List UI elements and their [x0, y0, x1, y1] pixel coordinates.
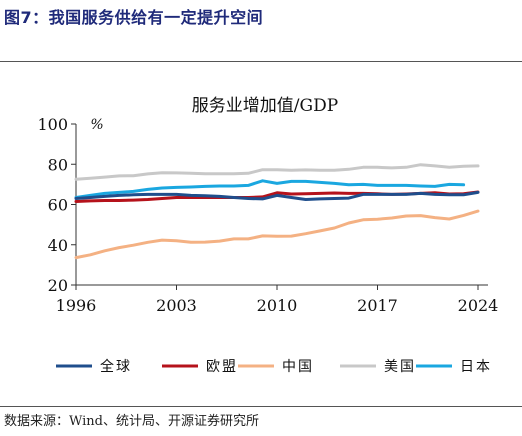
x-tick-label: 2024 [458, 296, 499, 315]
series-line-3 [74, 209, 480, 260]
legend-label: 日本 [460, 359, 492, 375]
x-tick-label: 1996 [56, 296, 97, 315]
y-tick-label: 40 [48, 236, 68, 255]
figure-title: 图7：我国服务供给有一定提升空间 [4, 8, 264, 27]
bottom-rule [0, 406, 522, 407]
legend-label: 全球 [100, 358, 132, 375]
unit-label: % [90, 117, 103, 133]
source-note: 数据来源：Wind、统计局、开源证券研究所 [4, 414, 259, 429]
legend-label: 欧盟 [206, 359, 238, 375]
series-line-4 [74, 163, 480, 181]
series-line-1 [74, 190, 480, 201]
x-tick-label: 2010 [257, 296, 298, 315]
x-tick-label: 2003 [156, 296, 197, 315]
y-tick-label: 100 [37, 115, 68, 134]
y-tick-label: 60 [48, 196, 68, 215]
y-tick-label: 20 [48, 276, 68, 295]
x-tick-label: 2017 [357, 296, 398, 315]
series-line-5 [74, 179, 466, 199]
y-axis-ticks: 20 40 60 80 100 [37, 115, 76, 295]
chart-title: 服务业增加值/GDP [192, 96, 338, 116]
legend: 全球 欧盟 中国 美国 日本 [56, 358, 492, 375]
x-axis-ticks: 1996 2003 2010 2017 2024 [56, 285, 499, 315]
series-lines [74, 163, 480, 260]
y-tick-label: 80 [48, 155, 68, 174]
legend-label: 中国 [282, 359, 314, 375]
legend-label: 美国 [384, 359, 416, 375]
top-rule [0, 61, 522, 62]
